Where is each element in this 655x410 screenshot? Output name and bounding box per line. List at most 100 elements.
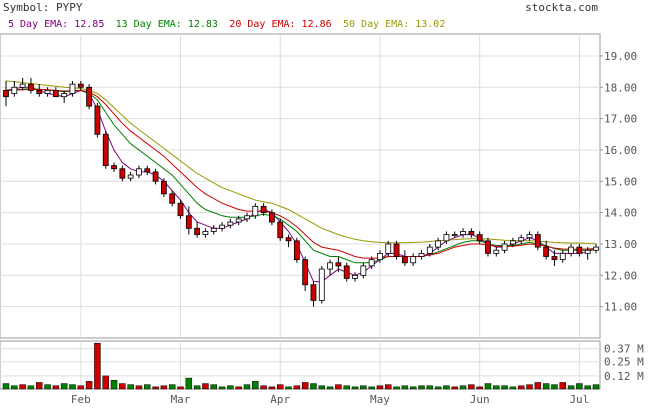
candle <box>460 228 466 238</box>
candle-body <box>335 262 342 267</box>
volume-bar <box>11 385 18 390</box>
candle-body <box>3 90 9 98</box>
candle <box>210 225 217 235</box>
candle-body <box>551 256 558 261</box>
candle <box>476 231 483 244</box>
volume-bar <box>517 385 525 390</box>
candle-body <box>127 174 134 179</box>
volume-bar <box>559 382 567 390</box>
candle <box>252 203 259 219</box>
candle-body <box>352 274 358 279</box>
candle <box>568 243 574 257</box>
volume-bar <box>584 385 591 390</box>
candle <box>534 231 541 251</box>
candle-body <box>69 83 76 94</box>
volume-tick-label: 0.25 M <box>604 356 644 369</box>
candle-body <box>11 86 18 94</box>
candles <box>3 77 599 307</box>
legend-item-1: 13 Day EMA: 12.83 <box>116 19 218 30</box>
volume-bar <box>276 384 284 390</box>
volume-bar <box>268 386 276 390</box>
volume-bar <box>351 386 359 390</box>
price-tick-label: 13.00 <box>604 238 637 251</box>
volume-bar <box>69 384 76 390</box>
volume-bar <box>493 385 500 390</box>
price-tick-label: 12.00 <box>604 269 637 282</box>
volume-bar <box>60 383 68 390</box>
volume-bar <box>293 385 301 390</box>
candle <box>468 228 475 238</box>
candle <box>260 203 267 216</box>
candle-body <box>393 243 400 257</box>
candle-body <box>302 259 309 286</box>
candle-body <box>401 256 408 264</box>
volume-bar <box>27 385 35 390</box>
volume-bar <box>35 382 43 390</box>
volume-bar <box>285 386 292 390</box>
legend-value: 12.85 <box>74 19 104 30</box>
volume-bar <box>551 384 558 390</box>
volume-bar <box>567 385 575 390</box>
date-tick-label: May <box>370 393 390 406</box>
candle <box>343 262 350 282</box>
price-tick-label: 11.00 <box>604 301 637 314</box>
volume-bar <box>85 381 93 390</box>
volume-bar <box>360 385 367 390</box>
volume-bar <box>19 384 26 390</box>
price-plot-area <box>0 33 601 339</box>
candle <box>69 81 76 97</box>
candle-body <box>534 234 541 248</box>
legend-label: 5 Day EMA: <box>8 19 74 30</box>
volume-bar <box>193 385 201 390</box>
candle-body <box>343 265 350 279</box>
volume-bar <box>168 384 176 390</box>
price-tick-label: 17.00 <box>604 113 637 126</box>
candle-body <box>144 168 151 173</box>
volume-bar <box>144 384 151 390</box>
candle-body <box>136 168 142 176</box>
candle-body <box>584 249 591 254</box>
volume-bar <box>177 386 184 390</box>
legend-item-3: 50 Day EMA: 13.02 <box>343 19 445 30</box>
candle <box>318 265 325 304</box>
candle <box>11 81 18 97</box>
candle-body <box>501 243 508 251</box>
candle-body <box>260 205 267 214</box>
ema5-line <box>5 86 597 283</box>
candle <box>302 256 309 291</box>
volume-bar <box>185 377 193 390</box>
volume-bar <box>94 342 101 390</box>
candle-body <box>476 234 483 242</box>
candle <box>518 234 525 244</box>
candle-body <box>94 105 101 135</box>
candle-body <box>510 240 516 245</box>
candle <box>269 209 275 226</box>
volume-bar <box>343 385 350 390</box>
candle <box>451 231 458 238</box>
volume-axis: 0.37 M0.25 M0.12 M <box>604 343 644 383</box>
legend-label: 20 Day EMA: <box>229 19 301 30</box>
candle <box>593 243 599 254</box>
volume-bar <box>476 386 483 390</box>
candle-body <box>185 215 192 229</box>
candle <box>219 222 225 232</box>
candle-body <box>593 246 599 251</box>
candle <box>144 165 151 176</box>
candle-body <box>169 193 176 204</box>
candle-body <box>210 227 217 232</box>
candle-body <box>152 171 159 182</box>
volume-bar <box>252 381 259 390</box>
candle <box>202 228 209 238</box>
volume-bar <box>443 385 450 390</box>
volume-bar <box>152 386 159 390</box>
candle-body <box>327 262 333 270</box>
candle-body <box>252 205 259 217</box>
candle <box>501 240 508 254</box>
candle <box>19 77 26 91</box>
candle <box>327 259 333 276</box>
volume-bar <box>110 380 118 390</box>
candle-body <box>111 165 117 170</box>
volume-bar <box>135 385 143 390</box>
candle-body <box>360 265 367 276</box>
